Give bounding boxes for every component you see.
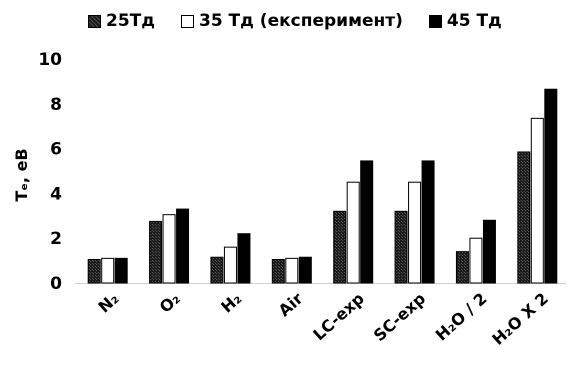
bar-series-2-cat-3 (223, 246, 237, 284)
bar-series-1-cat-4 (271, 258, 285, 284)
bar-series-2-cat-6 (408, 181, 422, 284)
x-category-label: H₂O X 2 (488, 289, 552, 349)
x-category-label: Air (275, 289, 307, 320)
bar-series-2-cat-5 (346, 181, 360, 284)
bar-series-3-cat-3 (237, 233, 251, 284)
x-category-label: N₂ (94, 289, 122, 317)
legend-item-series-1: 25Тд (88, 11, 155, 31)
chart-legend: 25Тд 35 Тд (експеримент) 45 Тд (88, 8, 528, 34)
y-axis-label: Tₑ, eB (12, 148, 31, 201)
bar-series-1-cat-6 (394, 210, 408, 284)
y-tick-label: 2 (50, 229, 62, 249)
legend-swatch-series-1 (88, 14, 101, 28)
bar-series-1-cat-2 (149, 220, 163, 284)
bar-series-1-cat-8 (517, 151, 531, 284)
y-tick-label: 6 (50, 140, 62, 160)
bar-series-3-cat-8 (544, 88, 558, 284)
bar-series-1-cat-3 (210, 256, 224, 284)
bar-series-2-cat-1 (101, 257, 115, 284)
bar-series-3-cat-2 (176, 208, 190, 284)
bar-series-3-cat-4 (298, 256, 312, 284)
legend-label-series-1: 25Тд (106, 11, 155, 31)
bar-series-1-cat-7 (455, 251, 469, 284)
bar-series-2-cat-4 (285, 257, 299, 284)
legend-swatch-series-2 (180, 14, 194, 28)
y-tick-label: 10 (38, 50, 62, 70)
legend-item-series-3: 45 Тд (428, 11, 502, 31)
y-tick-label: 0 (50, 274, 62, 294)
x-category-label: SC-exp (370, 289, 429, 345)
bar-series-1-cat-5 (333, 210, 347, 284)
x-category-label: H₂O / 2 (432, 289, 491, 345)
bar-series-3-cat-1 (114, 257, 128, 284)
bar-series-3-cat-6 (421, 160, 435, 284)
x-category-label: LC-exp (309, 289, 367, 344)
legend-swatch-series-3 (428, 14, 442, 28)
legend-item-series-2: 35 Тд (експеримент) (180, 11, 403, 31)
bar-series-2-cat-7 (469, 237, 483, 284)
bar-series-3-cat-5 (360, 160, 374, 284)
x-category-label: H₂ (217, 289, 245, 317)
bar-series-2-cat-8 (530, 117, 544, 284)
x-category-label: O₂ (156, 289, 184, 317)
y-tick-label: 8 (50, 95, 62, 115)
y-tick-label: 4 (50, 184, 62, 204)
legend-label-series-2: 35 Тд (експеримент) (198, 11, 403, 31)
bar-series-1-cat-1 (87, 258, 101, 284)
bar-series-2-cat-2 (162, 214, 176, 284)
bar-series-3-cat-7 (482, 219, 496, 284)
legend-label-series-3: 45 Тд (446, 11, 502, 31)
